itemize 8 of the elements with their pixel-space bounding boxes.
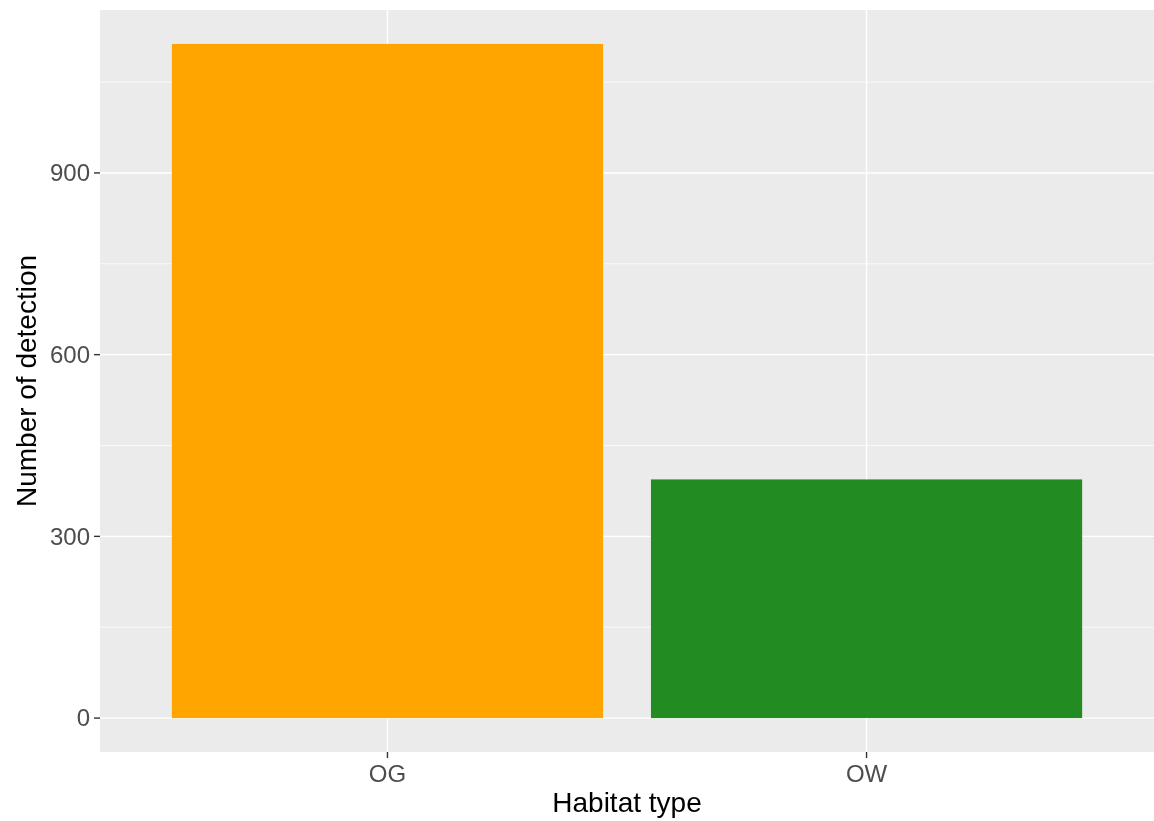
x-tick-label: OW xyxy=(845,760,888,787)
x-tick-label: OG xyxy=(368,760,407,787)
y-tick-label: 600 xyxy=(49,341,90,369)
y-axis-title: Number of detection xyxy=(11,254,42,508)
y-tick-label: 900 xyxy=(49,159,90,187)
y-tick-label: 0 xyxy=(76,704,90,732)
x-axis-title: Habitat type xyxy=(552,787,702,818)
y-tick-label: 300 xyxy=(49,522,90,550)
